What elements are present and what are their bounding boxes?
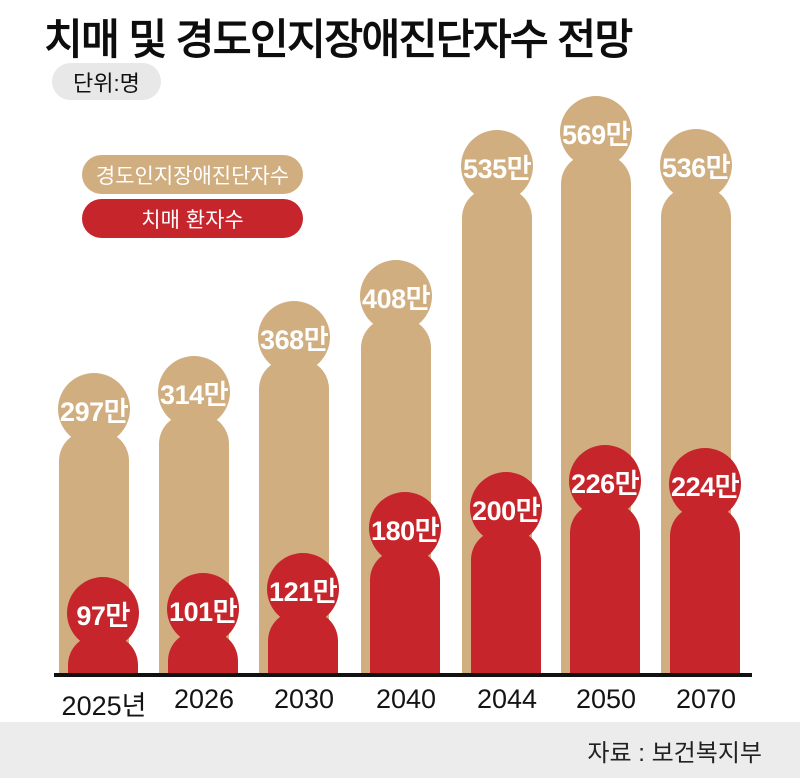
dementia-figure-2030: 121만 [267, 553, 339, 676]
figure-head: 226만 [569, 445, 641, 517]
x-axis-label-2070: 2070 [675, 684, 737, 714]
value-label: 297만 [60, 396, 128, 427]
value-label: 226만 [571, 468, 639, 499]
figure-head: 180만 [369, 492, 441, 564]
value-label: 101만 [169, 596, 237, 627]
value-label: 536만 [662, 152, 730, 183]
figure-head: 200만 [470, 472, 542, 544]
legend-item-mci-label: 경도인지장애진단자수 [95, 164, 290, 188]
value-label: 180만 [371, 515, 439, 546]
legend-item-mci: 경도인지장애진단자수 [82, 155, 303, 194]
figure-head: 536만 [660, 129, 732, 201]
value-label: 121만 [269, 576, 337, 607]
dementia-figure-2025년: 97만 [67, 577, 139, 676]
figure-head: 121만 [267, 553, 339, 625]
figure-head: 224만 [669, 448, 741, 520]
dementia-figure-2044: 200만 [470, 472, 542, 676]
unit-badge: 단위:명 [52, 63, 161, 100]
figure-body [471, 530, 541, 676]
figure-head: 569만 [560, 96, 632, 168]
dementia-figure-2026: 101만 [167, 573, 239, 676]
x-axis-label-2026: 2026 [173, 684, 235, 714]
footer: 자료 : 보건복지부 [0, 722, 800, 778]
value-label: 97만 [76, 600, 130, 631]
dementia-figure-2050: 226만 [569, 445, 641, 676]
source-credit: 자료 : 보건복지부 [587, 739, 762, 767]
figure-head: 297만 [58, 373, 130, 445]
legend: 경도인지장애진단자수 치매 환자수 [82, 155, 303, 243]
value-label: 314만 [160, 379, 228, 410]
figure-body [670, 506, 740, 676]
figure-body [370, 550, 440, 676]
value-label: 200만 [472, 495, 540, 526]
dementia-figure-2070: 224만 [669, 448, 741, 676]
x-axis-line [54, 673, 752, 677]
figure-head: 314만 [158, 356, 230, 428]
value-label: 569만 [562, 119, 630, 150]
legend-item-dementia-label: 치매 환자수 [141, 208, 244, 232]
x-axis-label-2044: 2044 [476, 684, 538, 714]
chart-title: 치매 및 경도인지장애진단자수 전망 [44, 16, 633, 63]
figure-head: 101만 [167, 573, 239, 645]
figure-head: 368만 [258, 301, 330, 373]
dementia-figure-2040: 180만 [369, 492, 441, 676]
x-axis-label-2030: 2030 [273, 684, 335, 714]
value-label: 224만 [671, 471, 739, 502]
x-axis-label-2040: 2040 [375, 684, 437, 714]
legend-item-dementia: 치매 환자수 [82, 199, 303, 238]
figure-head: 535만 [461, 130, 533, 202]
x-axis-label-2050: 2050 [575, 684, 637, 714]
value-label: 408만 [362, 283, 430, 314]
figure-head: 97만 [67, 577, 139, 649]
value-label: 368만 [260, 324, 328, 355]
figure-body [570, 503, 640, 676]
value-label: 535만 [463, 153, 531, 184]
x-axis-label-2025년: 2025년 [61, 691, 147, 721]
figure-head: 408만 [360, 260, 432, 332]
